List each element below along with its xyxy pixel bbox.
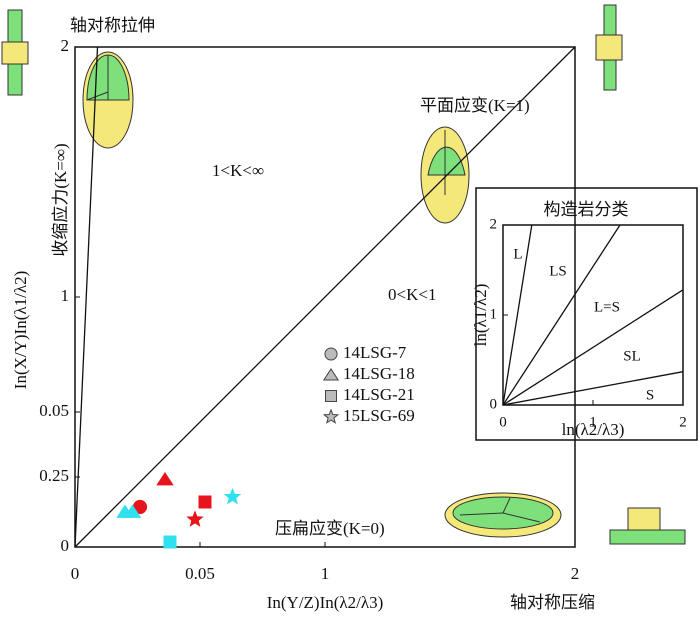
annotation: 平面应变(K=1): [420, 96, 530, 115]
inset-plot-frame: [502, 224, 684, 406]
region-label: L: [513, 246, 522, 262]
annotation: 0<K<1: [388, 285, 436, 304]
inset-y-label: ln(λ1/λ2): [471, 284, 490, 347]
y-tick-label: 1: [490, 306, 498, 322]
boundary-line: [502, 224, 621, 406]
x-axis-label: In(Y/Z)In(λ2/λ3): [267, 593, 384, 612]
region-label: SL: [623, 348, 641, 364]
data-point: [156, 471, 174, 486]
annotation: 轴对称拉伸: [70, 16, 155, 35]
legend-label: 14LSG-7: [343, 343, 407, 362]
annotation: 轴对称压缩: [510, 593, 595, 612]
inset-frame: [475, 187, 698, 441]
block-icon: [1, 4, 686, 545]
ellipsoid-oblate: [444, 492, 562, 538]
y-tick-label: 1: [61, 286, 70, 305]
region-label: LS: [549, 263, 567, 279]
inset-title: 构造岩分类: [544, 200, 629, 219]
y-tick-label: 2: [61, 36, 70, 55]
y-tick-label: 0: [490, 396, 498, 412]
annotation: 压扁应变(K=0): [275, 519, 385, 538]
y-axis-label: In(X/Y)In(λ1/λ2): [11, 271, 30, 389]
boundary-line: [502, 224, 533, 406]
data-point: [186, 510, 204, 527]
x-tick-label: 0: [71, 564, 80, 583]
legend-label: 15LSG-69: [343, 406, 415, 425]
legend-marker: [322, 408, 340, 424]
annotation: 1<K<∞: [212, 161, 264, 180]
legend-marker: [324, 347, 338, 361]
region-label: S: [646, 387, 654, 403]
boundary-line: [502, 371, 684, 406]
ellipsoid-plane: [420, 126, 470, 224]
x-tick-label: 0: [499, 414, 507, 430]
y-axis-label-2: 收缩应力(K=∞): [51, 143, 70, 256]
legend-label: 14LSG-21: [343, 385, 415, 404]
data-point: [198, 495, 212, 509]
boundary-line: [74, 46, 99, 548]
boundary-line: [74, 46, 576, 548]
boundary-line: [502, 289, 684, 406]
region-label: L=S: [594, 299, 620, 315]
data-point: [223, 487, 242, 505]
legend-marker: [322, 368, 340, 381]
x-tick-label: 2: [679, 414, 687, 430]
y-tick-label: 0: [61, 536, 70, 555]
legend-marker: [325, 390, 337, 402]
legend-label: 14LSG-18: [343, 364, 415, 383]
ellipsoid-prolate: [82, 51, 134, 149]
y-tick-label: 0.25: [39, 466, 69, 485]
y-tick-label: 0.05: [39, 401, 69, 420]
y-tick-label: 2: [490, 216, 498, 232]
inset-x-label: ln(λ2/λ3): [562, 420, 625, 439]
x-tick-label: 1: [589, 414, 597, 430]
data-point: [163, 535, 177, 549]
data-point: [123, 504, 142, 518]
x-tick-label: 1: [321, 564, 330, 583]
x-tick-label: 0.05: [185, 564, 215, 583]
x-tick-label: 2: [571, 564, 580, 583]
